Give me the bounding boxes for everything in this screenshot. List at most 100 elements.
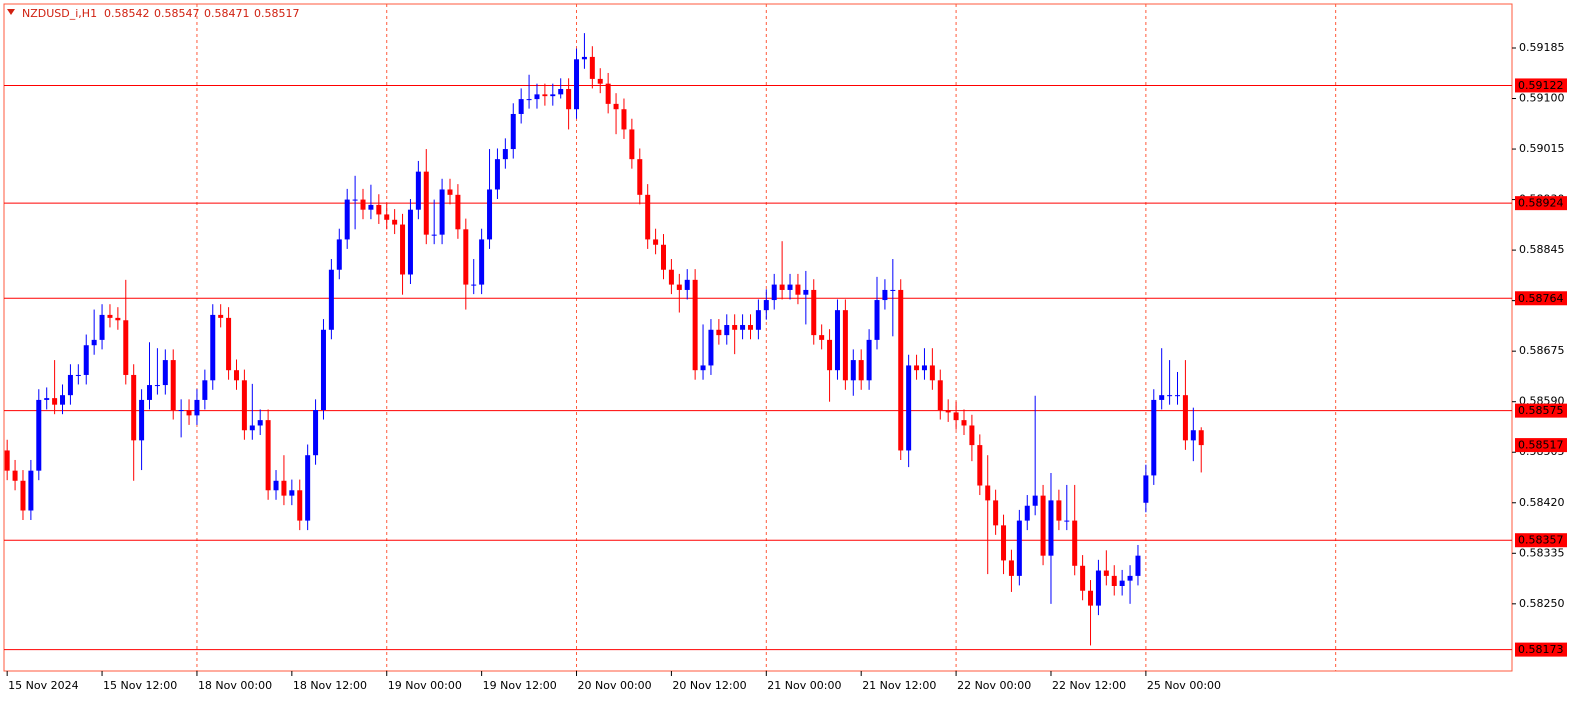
candle-body [716,329,722,336]
candle-body [210,314,216,381]
candle-body [1024,505,1030,521]
x-tick-label: 15 Nov 12:00 [103,679,177,692]
candle-body [60,395,66,405]
candle-body [1064,520,1070,522]
candle-body [668,269,674,285]
candle-body [233,370,239,381]
candle-body [265,420,271,491]
candle-body [906,365,912,451]
x-tick-label: 21 Nov 00:00 [767,679,841,692]
candle-body [542,94,548,97]
candle-body [123,320,129,375]
candle-body [653,239,659,245]
candle-body [1008,560,1014,576]
candle-body [1032,495,1038,506]
candle-body [297,490,303,521]
y-tick-label: 0.59015 [1519,142,1565,155]
price-label: 0.58517 [1518,439,1564,452]
candle-body [724,325,730,336]
candle-body [1151,399,1157,476]
candle-body [866,339,872,381]
y-tick-label: 0.58845 [1519,243,1565,256]
candle-body [850,360,856,381]
candle-body [510,113,516,150]
candle-body [147,385,153,400]
candle-body [273,480,279,491]
last-high: 0.58547 [154,7,200,20]
candle-body [289,490,295,496]
candle-body [407,209,413,275]
candle-body [574,59,580,110]
candle-body [178,410,184,412]
candle-body [763,300,769,311]
candle-body [439,189,445,235]
candle-body [241,380,247,431]
candle-body [985,485,991,501]
candle-body [12,470,18,481]
candle-body [4,450,10,471]
candle-body [20,480,26,511]
candle-body [629,129,635,160]
candle-body [747,325,753,330]
candle-body [162,360,168,386]
candle-body [1016,520,1022,576]
candle-body [360,199,366,210]
level-label-bg [1515,291,1567,306]
candle-body [605,83,611,104]
candle-body [589,56,595,79]
candle-body [36,399,42,471]
y-tick-label: 0.59100 [1519,92,1565,105]
candle-body [249,425,255,431]
candle-body [479,239,485,285]
candle-body [898,289,904,451]
y-tick-label: 0.58420 [1519,496,1565,509]
y-tick-label: 0.58675 [1519,344,1565,357]
candle-body [1111,575,1117,586]
x-tick-label: 18 Nov 12:00 [293,679,367,692]
candle-body [1095,570,1101,606]
candle-body [613,103,619,110]
candle-body [1080,565,1086,591]
candle-body [494,159,500,190]
candle-body [320,329,326,411]
candle-body [226,317,232,371]
candle-body [1127,575,1133,581]
candle-body [700,365,706,371]
candle-body [1001,525,1007,561]
candle-body [170,360,176,411]
candle-body [336,239,342,270]
candle-body [597,78,603,84]
candle-body [550,94,556,97]
candle-body [194,399,200,416]
candle-body [1119,580,1125,586]
candle-body [882,289,888,301]
level-label: 0.58357 [1518,534,1564,547]
symbol-title: NZDUSD_i,H1 [22,7,97,20]
last-low: 0.58471 [204,7,250,20]
x-tick-label: 18 Nov 00:00 [198,679,272,692]
candle-body [344,199,350,240]
candle-body [1088,590,1094,606]
candle-body [676,284,682,290]
collapse-icon[interactable] [7,9,15,15]
candle-body [115,317,121,321]
candle-body [779,284,785,290]
candle-body [281,480,287,496]
candle-body [202,380,208,400]
candle-body [937,380,943,411]
candle-body [1103,570,1109,576]
candle-body [218,314,224,318]
candle-body [755,310,761,330]
candle-body [423,171,429,235]
x-tick-label: 20 Nov 12:00 [672,679,746,692]
candle-body [44,398,50,400]
level-label: 0.58173 [1518,643,1564,656]
candle-body [526,99,532,101]
candle-body [969,425,975,446]
level-label-bg [1515,403,1567,418]
candle-body [811,289,817,336]
candle-body [1056,500,1062,521]
x-tick-label: 21 Nov 12:00 [862,679,936,692]
level-label: 0.58924 [1518,197,1564,210]
